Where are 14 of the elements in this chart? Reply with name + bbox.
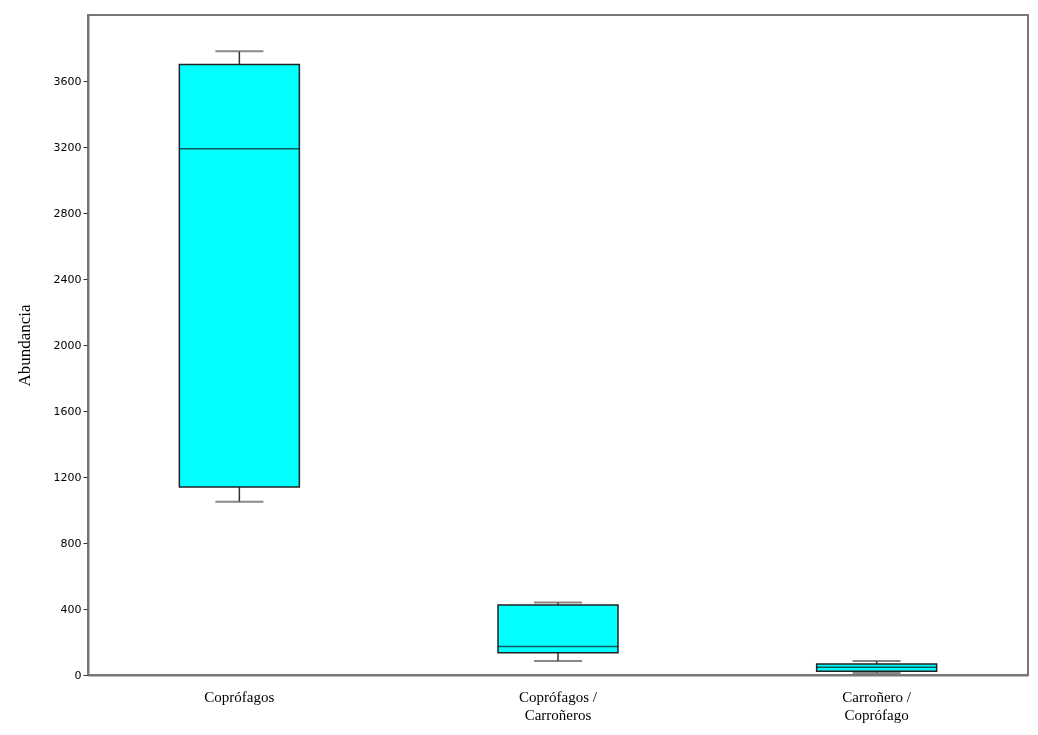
x-tick-label: Carroñero / Coprófago — [842, 688, 912, 723]
y-tick-label: 2400 — [53, 272, 82, 286]
y-axis-title: Abundancia — [14, 303, 34, 387]
y-tick-label: 400 — [60, 602, 82, 616]
y-tick-label: 0 — [74, 668, 82, 682]
x-tick-label: Coprófagos — [204, 688, 275, 705]
y-tick-label: 3200 — [53, 140, 82, 154]
y-tick-label: 2000 — [53, 338, 82, 352]
x-tick-label: Coprófagos / Carroñeros — [519, 688, 598, 723]
y-tick-label: 1600 — [53, 404, 82, 418]
y-tick-label: 800 — [60, 536, 82, 550]
y-tick-label: 2800 — [53, 206, 82, 220]
y-tick-label: 3600 — [53, 74, 82, 88]
y-tick-label: 1200 — [53, 470, 82, 484]
